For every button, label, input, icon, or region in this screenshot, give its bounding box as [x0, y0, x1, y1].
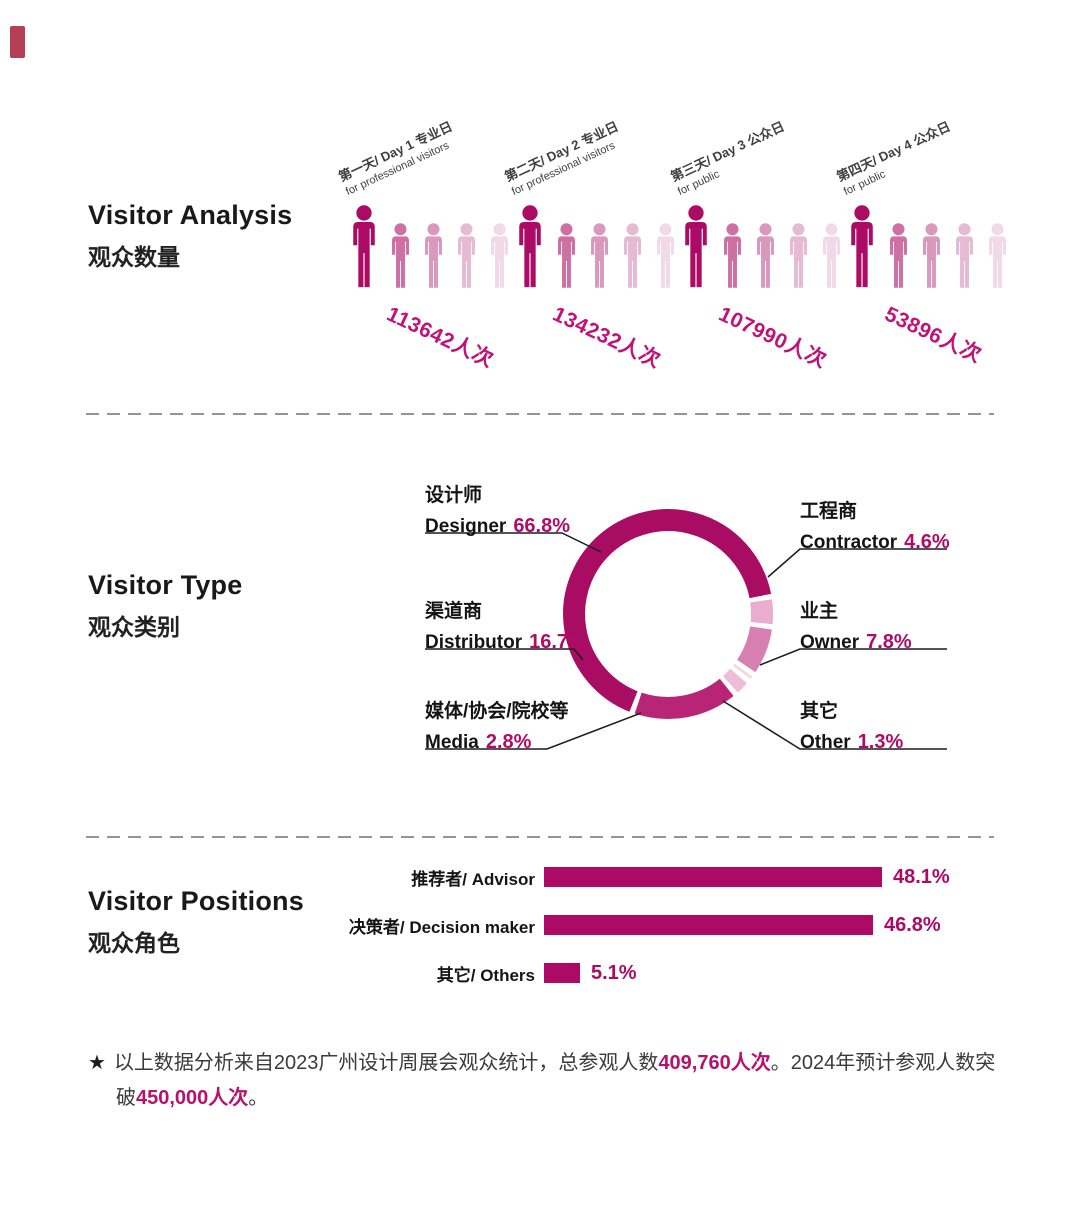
person-icon [486, 223, 513, 290]
day-label-3: 第三天/ Day 3 公众日 for public [667, 116, 793, 198]
footnote-total-visitors: 409,760人次 [658, 1052, 771, 1074]
pie-label-designer: 设计师 Designer 66.8% [425, 480, 570, 538]
position-label: 推荐者/ Advisor [411, 869, 535, 889]
pie-label-en: Distributor [425, 632, 523, 653]
person-icon [586, 223, 613, 290]
bar-decision-maker [544, 915, 873, 935]
pie-label-zh: 工程商 [800, 501, 858, 522]
footnote-forecast-visitors: 450,000人次 [136, 1087, 249, 1109]
pie-label-zh: 其它 [800, 701, 839, 722]
position-label: 其它/ Others [436, 965, 535, 985]
person-icon [347, 205, 381, 290]
section-title-en: Visitor Positions [88, 886, 304, 916]
section-title-en: Visitor Analysis [88, 200, 293, 230]
pie-label-value: 2.8% [485, 731, 532, 753]
pie-label-value: 7.8% [866, 631, 912, 653]
section-title-zh: 观众角色 [88, 930, 180, 956]
section-title-zh: 观众类别 [88, 614, 180, 640]
people-pictogram-4 [845, 205, 1011, 290]
day-group-1: 第一天/ Day 1 专业日 for professional visitors… [336, 118, 513, 372]
day-group-3: 第三天/ Day 3 公众日 for public 107990人次 [668, 118, 845, 372]
day-label-4: 第四天/ Day 4 公众日 for public [833, 116, 959, 198]
dashed-divider [86, 836, 994, 838]
donut-segment-owner [736, 625, 772, 673]
star-icon: ★ [88, 1052, 106, 1074]
pie-label-en: Contractor [800, 532, 898, 553]
pie-label-media: 媒体/协会/院校等 Media 2.8% [425, 696, 569, 754]
pie-label-value: 66.8% [513, 515, 571, 537]
person-icon [387, 223, 414, 290]
pie-label-owner: 业主 Owner 7.8% [800, 596, 912, 654]
donut-segment-media [722, 668, 747, 693]
person-icon [885, 223, 912, 290]
bar-others [544, 963, 580, 983]
day-group-4: 第四天/ Day 4 公众日 for public 53896人次 [834, 118, 1011, 368]
person-icon [553, 223, 580, 290]
person-icon [845, 205, 879, 290]
day-count-1: 113642人次 [383, 302, 498, 372]
day-label-1: 第一天/ Day 1 专业日 for professional visitors [335, 116, 461, 198]
donut-segment-contractor [750, 599, 774, 625]
pie-label-value: 16.7% [529, 631, 586, 653]
day-count-4: 53896人次 [881, 302, 986, 368]
person-icon [420, 223, 447, 290]
day-label-2: 第二天/ Day 2 专业日 for professional visitors [501, 116, 627, 198]
person-icon [619, 223, 646, 290]
position-label: 决策者/ Decision maker [348, 917, 535, 937]
section-title-visitor-analysis: Visitor Analysis 观众数量 [88, 200, 292, 272]
bar-advisor [544, 867, 882, 887]
person-icon [719, 223, 746, 290]
pie-label-zh: 媒体/协会/院校等 [425, 701, 569, 722]
footnote-text: 以上数据分析来自2023广州设计周展会观众统计，总参观人数 [113, 1052, 659, 1074]
person-icon [818, 223, 845, 290]
pie-label-value: 1.3% [857, 731, 904, 753]
person-icon [752, 223, 779, 290]
pie-label-zh: 渠道商 [425, 601, 483, 622]
footnote-text: 。 [248, 1087, 269, 1109]
pie-label-en: Owner [800, 632, 860, 653]
position-value: 46.8% [884, 913, 941, 936]
day-count-3: 107990人次 [715, 302, 831, 373]
day-group-2: 第二天/ Day 2 专业日 for professional visitors… [502, 118, 679, 372]
position-value: 48.1% [893, 865, 950, 888]
footnote-text: 。2024年预计参观人数突破 [116, 1052, 996, 1109]
person-icon [984, 223, 1011, 290]
donut-segment-other [732, 663, 753, 679]
person-icon [652, 223, 679, 290]
footnote: ★ 以上数据分析来自2023广州设计周展会观众统计，总参观人数409,760人次。… [88, 1046, 1000, 1116]
people-pictogram-3 [679, 205, 845, 290]
donut-segment-designer [563, 509, 772, 712]
pie-label-contractor: 工程商 Contractor 4.6% [800, 496, 950, 554]
person-icon [513, 205, 547, 290]
person-icon [951, 223, 978, 290]
pie-label-zh: 设计师 [425, 485, 483, 506]
pie-label-en: Designer [425, 516, 507, 537]
position-row-decision-maker: 决策者/ Decision maker 46.8% [88, 912, 941, 938]
person-icon [679, 205, 713, 290]
pie-label-en: Other [800, 732, 851, 753]
day-count-2: 134232人次 [549, 302, 665, 373]
pie-label-distributor: 渠道商 Distributor 16.7% [425, 596, 586, 654]
section-title-zh: 观众数量 [88, 244, 180, 270]
person-icon [918, 223, 945, 290]
person-icon [453, 223, 480, 290]
pie-label-other: 其它 Other 1.3% [800, 696, 903, 754]
section-title-en: Visitor Type [88, 570, 243, 600]
position-row-others: 其它/ Others 5.1% [88, 960, 637, 986]
person-icon [785, 223, 812, 290]
pie-label-zh: 业主 [800, 601, 839, 622]
pie-label-en: Media [425, 732, 479, 753]
dashed-divider [86, 413, 994, 415]
pie-label-value: 4.6% [904, 531, 950, 553]
corner-mark [10, 26, 25, 58]
people-pictogram-2 [513, 205, 679, 290]
position-value: 5.1% [591, 961, 637, 984]
section-title-visitor-type: Visitor Type 观众类别 [88, 570, 242, 642]
position-row-advisor: 推荐者/ Advisor 48.1% [88, 864, 950, 890]
donut-segment-distributor [634, 678, 734, 719]
people-pictogram-1 [347, 205, 513, 290]
section-title-visitor-positions: Visitor Positions 观众角色 [88, 886, 304, 958]
